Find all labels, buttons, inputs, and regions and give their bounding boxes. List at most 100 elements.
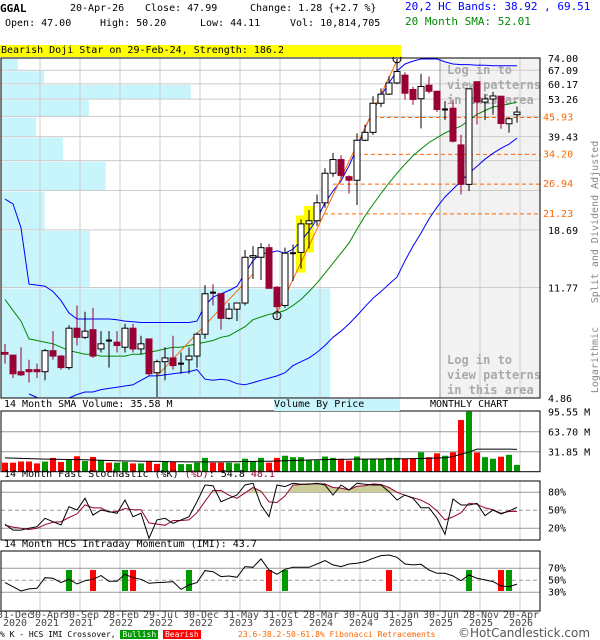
candle-body: [249, 255, 257, 258]
volume-bar: [490, 458, 496, 472]
candle: [361, 124, 369, 142]
candle: [1, 343, 9, 364]
candle: [169, 335, 177, 370]
candle: [106, 331, 112, 368]
candle-body: [401, 74, 409, 94]
candle-body: [273, 286, 281, 308]
x-axis-year: 2025: [389, 618, 413, 629]
stochastic-panel-title: 14 Month Fast Stochastic (%K) (%D): 54.8…: [4, 469, 275, 481]
volume-bar: [290, 457, 296, 472]
candle: [57, 355, 65, 370]
adjusted-label: Split and Dividend Adjusted: [590, 141, 600, 304]
candle: [81, 311, 89, 339]
candle-body: [1, 351, 9, 355]
candle: [137, 335, 145, 355]
candle-body: [329, 159, 337, 174]
imi-crossover-bearish: [130, 570, 136, 591]
volume-bar: [242, 458, 248, 472]
candle-body: [337, 159, 345, 176]
volume-bar: [298, 457, 304, 472]
x-axis-year: 2022: [109, 618, 133, 629]
copyright-link[interactable]: ©HotCandlestick.com: [458, 626, 591, 640]
candle: [161, 347, 169, 381]
candle: [113, 331, 121, 353]
x-axis-date: 30-Jun: [423, 610, 459, 621]
volume-bar: [450, 452, 456, 472]
x-axis-date: 30-Sep: [63, 610, 99, 621]
volume-bar: [34, 463, 40, 472]
volume-bar: [50, 457, 56, 472]
volume-by-price-bar: [1, 137, 63, 161]
candle-body: [457, 144, 465, 185]
volume-bar: [218, 462, 224, 472]
volume-bar: [306, 460, 312, 472]
candle: [401, 72, 409, 100]
candle-body: [129, 327, 137, 350]
candle-body: [49, 350, 57, 357]
imi-line: [4, 554, 518, 592]
candle: [41, 348, 49, 381]
volume-axis-label: 95.55 M: [548, 408, 590, 419]
stoch-k-value: : 54.8: [208, 469, 251, 480]
candle: [297, 219, 305, 269]
x-axis-year: 2023: [269, 618, 293, 629]
volume-bar: [314, 460, 320, 472]
candle: [489, 91, 497, 115]
candle: [433, 90, 441, 113]
volume-bar: [282, 455, 288, 472]
x-axis-date: 31-Jan: [383, 610, 419, 621]
volume-bar: [210, 462, 216, 472]
volume-bar: [474, 452, 480, 472]
volume-bar: [186, 464, 192, 472]
volume-axis-label: 63.70 M: [548, 428, 590, 439]
volume-bar: [250, 461, 256, 472]
volume-bar: [10, 462, 16, 472]
candle-body: [409, 88, 417, 100]
candle: [457, 134, 465, 195]
price-axis-label: 4.86: [548, 394, 572, 405]
candle-body: [489, 95, 497, 100]
volume-axis-label: 31.85 M: [548, 448, 590, 459]
candle-body: [73, 327, 81, 338]
imi-crossover-bearish: [90, 570, 96, 591]
candle: [217, 293, 225, 330]
x-axis-year: 2021: [69, 618, 93, 629]
open-value: Open: 47.00: [5, 18, 72, 29]
volume-by-price-label: Volume By Price: [274, 399, 401, 411]
imi-panel-title: 14 Month HCS Intraday Momentum (IMI): 43…: [4, 539, 257, 550]
volume-bar: [386, 457, 392, 472]
candle: [473, 81, 481, 125]
candle: [290, 244, 296, 282]
candle: [225, 303, 233, 320]
imi-axis-label: 30%: [548, 587, 566, 598]
volume-bar: [170, 461, 176, 472]
candle: [153, 359, 161, 397]
volume-by-price-bar: [1, 117, 37, 137]
volume-bar: [98, 460, 104, 472]
stoch-axis-label: 20%: [548, 523, 566, 534]
pivot-circle: [272, 311, 282, 321]
volume-by-price-bar: [1, 59, 18, 71]
fibonacci-legend: 23.6-38.2-50-61.8% Fibonacci Retracement…: [238, 630, 436, 639]
candle: [281, 247, 289, 308]
imi-axis-label: 50%: [548, 575, 566, 586]
hc-bands-value: 20,2 HC Bands: 38.92 , 69.51: [405, 0, 591, 13]
volume-bar: [82, 461, 88, 472]
candle: [241, 250, 249, 306]
bullish-legend: Bullish: [120, 630, 159, 639]
candle-body: [265, 247, 273, 289]
volume-sma-line: [4, 448, 518, 463]
footer-legend: % K - HCS IMI Crossover, Bullish Bearish: [0, 630, 201, 640]
x-axis-year: 2024: [309, 618, 333, 629]
x-axis-date: 29-Jul: [143, 610, 179, 621]
x-axis-year: 2022: [149, 618, 173, 629]
x-axis-year: 2021: [35, 618, 59, 629]
stoch-axis-label: 80%: [548, 487, 566, 498]
candle: [345, 175, 353, 194]
candle: [73, 305, 81, 346]
volume-bar: [178, 464, 184, 472]
trend-line: [276, 60, 398, 314]
price-axis-label: 53.26: [548, 95, 578, 106]
volume-bar: [106, 462, 112, 472]
